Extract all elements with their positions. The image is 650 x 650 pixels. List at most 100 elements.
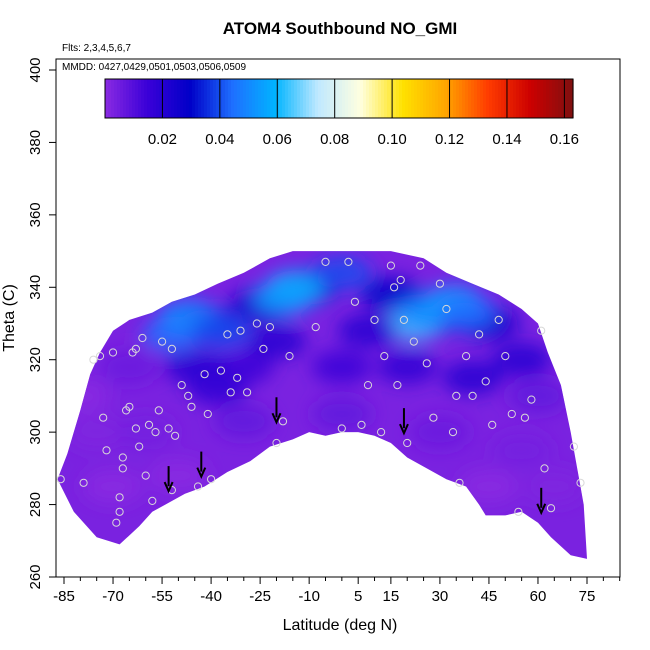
sample-point [135, 442, 144, 451]
colorbar-cell [342, 79, 346, 118]
colorbar-cell [549, 79, 553, 118]
sample-point [380, 352, 389, 361]
sample-point [233, 373, 242, 382]
colorbar-cell [474, 79, 478, 118]
tropopause-arrow [271, 397, 282, 425]
colorbar-cell [114, 79, 118, 118]
flights-label: Flts: 2,3,4,5,6,7 [62, 43, 131, 54]
colorbar-cell [513, 79, 517, 118]
colorbar-cell [363, 79, 367, 118]
sample-point [203, 409, 212, 419]
colorbar-cell [402, 79, 406, 118]
sample-point [125, 402, 134, 411]
colorbar-cell [258, 79, 262, 118]
colorbar-cell [372, 79, 376, 118]
tropopause-arrow [536, 487, 547, 516]
field-cell [311, 255, 372, 290]
x-tick-label: 5 [354, 588, 362, 605]
y-tick-label: 380 [27, 130, 44, 155]
colorbar-cell [288, 79, 292, 118]
sample-point [363, 381, 373, 390]
sample-point [144, 420, 154, 429]
colorbar-cells [105, 79, 574, 118]
sample-point [131, 424, 140, 433]
x-axis-label: Latitude (deg N) [283, 617, 398, 634]
colorbar-cell [393, 79, 397, 118]
colorbar-cell [279, 79, 283, 118]
colorbar-cell [471, 79, 475, 118]
field-cell [311, 397, 372, 431]
sample-point [200, 370, 209, 379]
field-cell [491, 433, 552, 468]
sample-point [148, 496, 157, 505]
field-cell [508, 378, 568, 413]
x-tick-label: -25 [249, 588, 271, 605]
sample-point [243, 388, 252, 397]
sample-point [520, 413, 530, 422]
sample-point [468, 391, 477, 400]
sample-point [216, 366, 225, 375]
colorbar-cell [534, 79, 538, 118]
sample-point [272, 438, 281, 448]
colorbar-cell [426, 79, 430, 118]
colorbar-cell [516, 79, 520, 118]
colorbar-cell [228, 79, 232, 118]
colorbar-cell [138, 79, 142, 118]
colorbar-cell [384, 79, 388, 118]
colorbar-cell [483, 79, 487, 118]
tropopause-arrow [399, 408, 409, 436]
colorbar-cell [273, 79, 277, 118]
colorbar-cell [213, 79, 217, 118]
colorbar-cell [417, 79, 421, 118]
field-cell [115, 415, 176, 450]
colorbar-cell [189, 79, 193, 118]
sample-point [278, 417, 288, 426]
sample-point [576, 478, 585, 487]
y-tick-label: 280 [27, 492, 44, 517]
colorbar-cell [141, 79, 145, 118]
colorbar-cell [459, 79, 463, 118]
colorbar-cell [348, 79, 352, 118]
sample-point [370, 315, 379, 324]
field-cell [66, 415, 127, 450]
sample-point [115, 493, 124, 502]
x-tick-label: 45 [481, 588, 498, 605]
y-tick-label: 360 [27, 202, 44, 227]
colorbar-cell [240, 79, 244, 118]
sample-point [226, 388, 235, 397]
sample-point [429, 413, 438, 422]
sample-point [56, 475, 65, 484]
colorbar-cell [309, 79, 313, 118]
sample-point [108, 348, 118, 357]
sample-point [177, 381, 186, 390]
colorbar-tick-label: 0.04 [205, 131, 234, 148]
sample-point [265, 323, 274, 332]
colorbar-cell [234, 79, 238, 118]
colorbar-cell [306, 79, 310, 118]
sample-point [311, 323, 320, 332]
colorbar-cell [162, 79, 166, 118]
colorbar-cell [465, 79, 469, 118]
colorbar-cell [168, 79, 172, 118]
colorbar-cell [507, 79, 511, 118]
colorbar-cell [537, 79, 541, 118]
sample-point [416, 261, 425, 270]
sample-point [102, 446, 111, 455]
colorbar-cell [381, 79, 385, 118]
colorbar-cell [147, 79, 151, 118]
x-axis: -85 -70 -55 -40 -25 -10 5 15 30 45 60 75 [53, 577, 621, 605]
sample-point [207, 475, 216, 484]
field-cell [409, 415, 470, 450]
colorbar-cell [222, 79, 226, 118]
sample-point [403, 438, 412, 448]
colorbar-cell [201, 79, 205, 118]
colorbar-cell [204, 79, 208, 118]
colorbar-cell [492, 79, 496, 118]
x-tick-label: -70 [102, 588, 124, 605]
sample-point [393, 381, 402, 390]
field-cell [148, 458, 209, 493]
sample-point [569, 442, 579, 451]
colorbar-cell [546, 79, 550, 118]
tropopause-arrow [163, 466, 174, 494]
field-cell [524, 469, 585, 504]
